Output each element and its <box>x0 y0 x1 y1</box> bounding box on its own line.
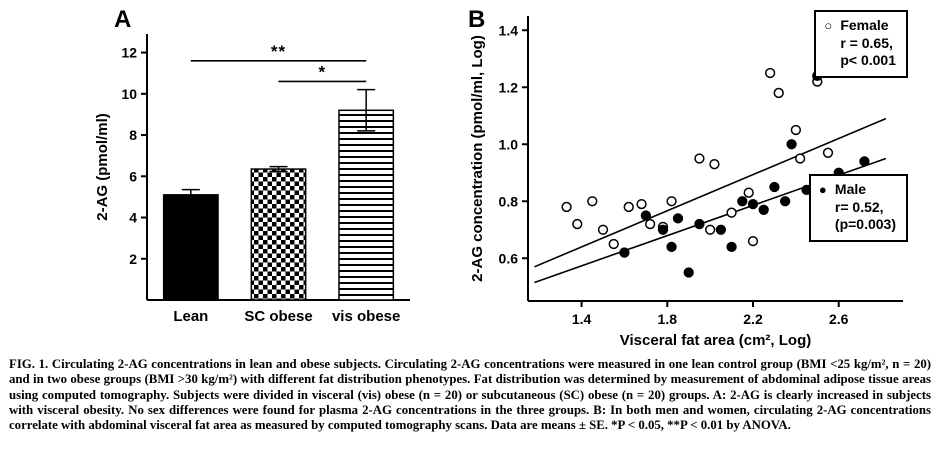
scatter-point-female <box>773 87 784 99</box>
y-tick-label: 1.4 <box>499 22 519 38</box>
x-tick-label: 2.6 <box>829 311 849 327</box>
panel-a: A 2 4 6 8 10 12 2-AG (pmol/ml) Lean SC obese vis … <box>92 6 432 346</box>
bar <box>250 168 307 301</box>
y-tick-label: 6 <box>129 168 137 184</box>
scatter-point-female <box>572 218 583 230</box>
scatter-point-male <box>747 198 759 210</box>
scatter-point-male <box>726 241 737 253</box>
panel-b-label: B <box>468 6 486 33</box>
scatter-point-male <box>672 213 684 224</box>
scatter-point-male <box>715 224 727 235</box>
scatter-point-female <box>694 153 705 164</box>
y-tick-label: 2 <box>129 251 137 267</box>
y-tick-label: 12 <box>121 45 137 61</box>
scatter-point-male <box>640 210 652 221</box>
scatter-point-male <box>694 218 705 230</box>
scatter-chart-panel-b: 0.6 0.8 1.0 1.2 1.4 1.4 1.8 2.2 2.6 Visceral fat … <box>469 16 903 349</box>
x-tick-label: 1.4 <box>572 311 592 327</box>
y-tick-label: 1.2 <box>499 79 519 95</box>
scatter-point-male <box>666 241 677 253</box>
legend-female-p-value: p< 0.001 <box>840 52 896 68</box>
scatter-point-female <box>747 236 759 247</box>
scatter-point-male <box>779 196 791 207</box>
legend-male-p-value: (p=0.003) <box>834 216 896 232</box>
legend-female-name: Female <box>840 17 889 33</box>
scatter-point-male <box>769 181 780 193</box>
scatter-point-male <box>683 267 694 278</box>
open-circle-marker-icon: ○ <box>824 18 833 33</box>
figure-caption: FIG. 1. Circulating 2-AG concentrations … <box>9 357 931 433</box>
y-tick-label: 0.6 <box>499 250 519 266</box>
scatter-point-female <box>623 201 634 213</box>
y-tick-label: 4 <box>129 210 137 226</box>
legend-female-title-row: ○ Female <box>824 17 896 35</box>
filled-circle-marker-icon: ● <box>818 182 827 197</box>
scatter-point-female <box>587 196 598 207</box>
legend-male-title-row: ● Male <box>819 181 896 199</box>
scatter-point-male <box>619 247 630 258</box>
scatter-point-male <box>786 139 797 150</box>
x-tick-label: 1.8 <box>658 311 678 327</box>
y-axis-title: 2-AG concentration (pmol/ml, Log) <box>469 35 486 282</box>
legend-male: ● Male r= 0.52, (p=0.003) <box>808 174 908 242</box>
scatter-point-female <box>743 187 754 198</box>
y-tick-label: 8 <box>129 127 137 143</box>
regression-line-female <box>534 117 887 268</box>
legend-male-r-value: r= 0.52, <box>834 198 884 215</box>
scatter-point-female <box>597 224 609 235</box>
scatter-point-female <box>608 238 619 250</box>
bar <box>338 109 395 301</box>
y-tick-label: 1.0 <box>499 136 519 152</box>
x-tick-label: 2.2 <box>743 311 763 327</box>
y-tick-label: 0.8 <box>499 193 519 209</box>
legend-male-name: Male <box>834 181 867 197</box>
scatter-point-female <box>561 201 572 213</box>
category-label: vis obese <box>332 308 400 325</box>
scatter-point-female <box>764 67 776 79</box>
y-axis-title: 2-AG (pmol/ml) <box>94 113 111 221</box>
legend-female-r-value: r = 0.65, <box>840 34 893 51</box>
category-label: Lean <box>173 308 208 325</box>
scatter-point-male <box>758 204 769 215</box>
scatter-point-female <box>709 159 720 170</box>
scatter-point-female <box>790 124 802 136</box>
legend-female: ○ Female r = 0.65, p< 0.001 <box>814 10 908 78</box>
scatter-point-male <box>859 156 870 167</box>
scatter-point-male <box>657 224 669 235</box>
bar-chart-panel-a: 2 4 6 8 10 12 2-AG (pmol/ml) Lean SC obese vis ob… <box>94 34 410 325</box>
category-label: SC obese <box>244 308 312 325</box>
x-axis-title: Visceral fat area (cm², Log) <box>620 332 811 349</box>
panel-a-label: A <box>114 6 132 33</box>
scatter-point-female <box>666 196 677 207</box>
scatter-point-male <box>737 196 748 207</box>
significance-label: * <box>319 62 327 81</box>
y-tick-label: 10 <box>121 86 137 102</box>
scatter-point-female <box>636 198 647 210</box>
scatter-point-female <box>704 224 716 235</box>
figure-row: A 2 4 6 8 10 12 2-AG (pmol/ml) Lean SC obese vis … <box>92 6 938 351</box>
scatter-point-female <box>726 207 737 218</box>
scatter-point-female <box>794 153 806 164</box>
scatter-point-female <box>822 147 834 158</box>
scatter-point-female <box>644 218 656 230</box>
significance-label: ** <box>271 42 286 61</box>
bar <box>162 194 219 301</box>
panel-b: B 0.6 0.8 1.0 1.2 1.4 1.4 1.8 2.2 2.6 Visceral fa… <box>466 6 938 351</box>
